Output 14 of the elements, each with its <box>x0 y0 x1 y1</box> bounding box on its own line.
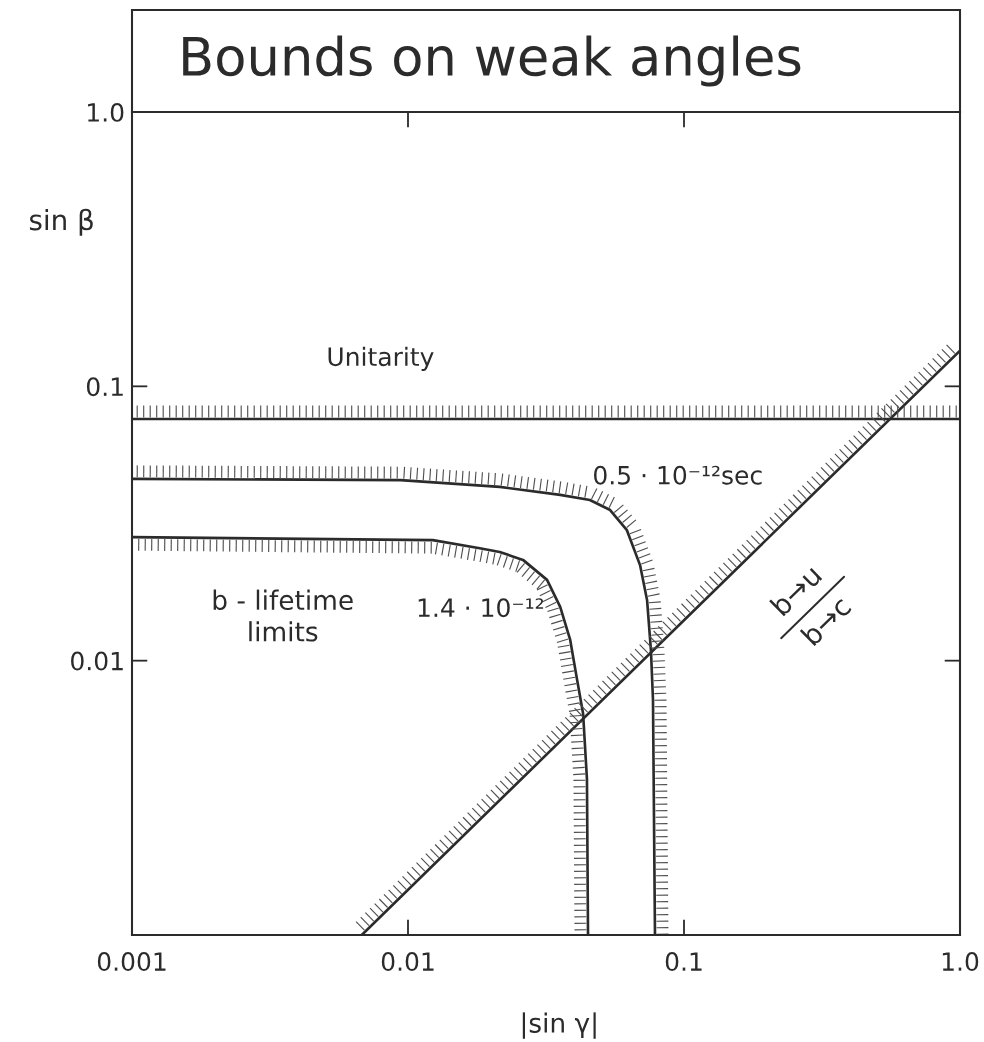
y-tick-label: 0.01 <box>71 651 123 671</box>
series-label: 0.5 · 10⁻¹²sec <box>594 465 762 485</box>
x-tick-label: 0.01 <box>381 952 434 972</box>
series-label: 1.4 · 10⁻¹² <box>418 598 544 618</box>
y-tick-label: 1.0 <box>88 102 124 122</box>
annotation: b - lifetime limits <box>213 589 353 642</box>
x-tick-label: 0.001 <box>97 952 166 972</box>
x-axis-title: |sin γ| <box>522 1012 596 1039</box>
chart-title: Bounds on weak angles <box>183 35 801 87</box>
y-tick-label: 0.1 <box>86 377 123 397</box>
series-label: Unitarity <box>328 346 434 371</box>
y-axis-title: sin β <box>29 208 93 236</box>
x-tick-label: 0.1 <box>665 952 702 972</box>
x-tick-label: 1.0 <box>942 952 979 972</box>
